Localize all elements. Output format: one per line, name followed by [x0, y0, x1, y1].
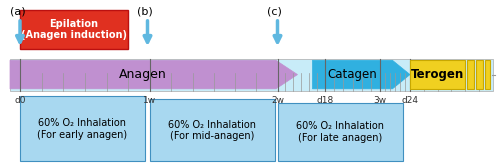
- Bar: [10, 59, 492, 91]
- Polygon shape: [10, 60, 298, 89]
- Text: 60% O₂ Inhalation
(For early anagen): 60% O₂ Inhalation (For early anagen): [38, 118, 128, 140]
- Text: d24: d24: [402, 96, 418, 105]
- Polygon shape: [312, 60, 410, 89]
- Text: 60% O₂ Inhalation
(For mid-anagen): 60% O₂ Inhalation (For mid-anagen): [168, 120, 256, 141]
- Text: d18: d18: [316, 96, 334, 105]
- Text: (c): (c): [268, 7, 282, 16]
- Text: 2w: 2w: [271, 96, 284, 105]
- Bar: [278, 103, 402, 161]
- Bar: [20, 10, 128, 49]
- Bar: [150, 99, 275, 161]
- Bar: [410, 60, 465, 89]
- Text: (b): (b): [138, 7, 153, 16]
- Text: 1w: 1w: [144, 96, 156, 105]
- Bar: [485, 60, 490, 89]
- Text: Catagen: Catagen: [328, 68, 378, 81]
- Bar: [476, 60, 483, 89]
- Text: Terogen: Terogen: [411, 68, 464, 81]
- Bar: [20, 96, 145, 161]
- Bar: [467, 60, 474, 89]
- Text: Epilation
(Anagen induction): Epilation (Anagen induction): [21, 19, 127, 40]
- Text: d0: d0: [14, 96, 26, 105]
- Text: (a): (a): [10, 7, 26, 16]
- Text: 3w: 3w: [374, 96, 386, 105]
- Text: 60% O₂ Inhalation
(For late anagen): 60% O₂ Inhalation (For late anagen): [296, 121, 384, 143]
- Text: Anagen: Anagen: [119, 68, 167, 81]
